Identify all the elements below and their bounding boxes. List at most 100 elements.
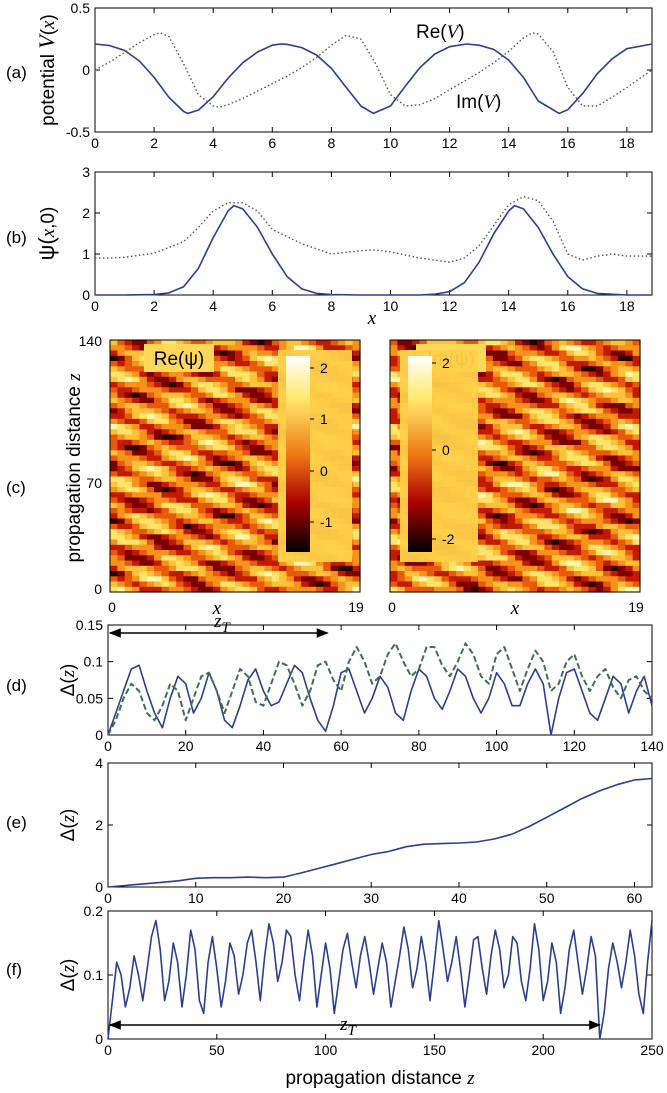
y-tick-label: 0 bbox=[94, 581, 102, 597]
colorbar-tick-label: 0 bbox=[320, 463, 328, 479]
series-line-b-0 bbox=[95, 204, 652, 296]
colorbar-gradient bbox=[286, 356, 310, 552]
y-tick-label: 0.1 bbox=[84, 967, 104, 983]
colorbar-tick-label: 1 bbox=[320, 411, 328, 427]
series-line-a-1 bbox=[94, 32, 653, 108]
y-tick-label: -0.5 bbox=[66, 124, 90, 140]
y-tick-label: 0.15 bbox=[76, 617, 103, 633]
panel-c: (c) propagation distance z 140 70 0 Re(ψ) 2 1 0 -… bbox=[6, 333, 644, 619]
y-tick-label: 0.2 bbox=[84, 903, 104, 919]
y-tick-label: 1 bbox=[82, 246, 90, 262]
x-tick-label: 4 bbox=[209, 135, 217, 151]
heatmap-title-box bbox=[144, 344, 214, 372]
x-tick-label: 14 bbox=[501, 135, 517, 151]
x-tick-label: 200 bbox=[532, 1042, 556, 1058]
x-tick-label: 0 bbox=[104, 738, 112, 754]
x-tick-label: 50 bbox=[539, 890, 555, 906]
y-tick-label: 0.05 bbox=[76, 690, 103, 706]
x-tick-label: 2 bbox=[150, 135, 158, 151]
x-tick-label: 30 bbox=[363, 890, 379, 906]
x-tick-label: 150 bbox=[423, 1042, 447, 1058]
heatmap-re: Re(ψ) 2 1 0 -1 bbox=[109, 339, 361, 593]
panel-label-a: (a) bbox=[6, 63, 27, 82]
heatmap-im: Im(ψ)20-2 bbox=[389, 339, 641, 593]
y-tick-label: 2 bbox=[95, 817, 103, 833]
x-tick-label: 0 bbox=[91, 135, 99, 151]
y-axis-label-d: Δ(z) bbox=[58, 664, 79, 697]
colorbar-tick-label: 0 bbox=[442, 442, 450, 458]
y-axis-label-a: potential V(x) bbox=[34, 14, 59, 126]
x-tick-label: 4 bbox=[209, 298, 217, 314]
series-line-f-0 bbox=[107, 919, 653, 1040]
series-line-b-1 bbox=[95, 195, 652, 263]
y-tick-label: 0 bbox=[82, 62, 90, 78]
plot-frame-d bbox=[107, 624, 653, 736]
heatmap-title: Re(ψ) bbox=[154, 349, 205, 370]
colorbar-tick-label: -2 bbox=[442, 531, 455, 547]
x-tick-label: 10 bbox=[383, 298, 399, 314]
plot-frame-f bbox=[107, 910, 653, 1040]
x-tick-label: 100 bbox=[485, 738, 509, 754]
x-axis-label-c: x bbox=[212, 598, 222, 619]
x-tick-label: 6 bbox=[268, 298, 276, 314]
panel-label-b: (b) bbox=[6, 228, 27, 247]
x-axis-label-b: x bbox=[367, 308, 377, 329]
x-tick-label: 100 bbox=[314, 1042, 338, 1058]
x-tick-label: 2 bbox=[150, 298, 158, 314]
x-axis-label-f: propagation distance z bbox=[285, 1068, 475, 1089]
y-tick-label: 140 bbox=[79, 333, 103, 349]
y-axis-label-f: Δ(z) bbox=[58, 959, 79, 992]
x-tick-label: 16 bbox=[560, 298, 576, 314]
x-tick-label: 140 bbox=[640, 738, 664, 754]
annotation-re-v: Re(V) bbox=[416, 22, 465, 43]
y-axis-label-e: Δ(z) bbox=[58, 809, 79, 842]
y-tick-label: 0 bbox=[95, 1031, 103, 1047]
series-line-a-0 bbox=[94, 43, 653, 115]
x-tick-label: 19 bbox=[348, 599, 364, 615]
y-tick-label: 2 bbox=[82, 205, 90, 221]
x-tick-label: 40 bbox=[256, 738, 272, 754]
x-tick-label: 60 bbox=[627, 890, 643, 906]
x-tick-label: 10 bbox=[188, 890, 204, 906]
heatmap-frame bbox=[389, 339, 641, 593]
x-tick-label: 8 bbox=[327, 298, 335, 314]
x-tick-label: 0 bbox=[104, 1042, 112, 1058]
y-tick-label: 0 bbox=[95, 727, 103, 743]
x-tick-label: 20 bbox=[276, 890, 292, 906]
x-tick-label: 0 bbox=[388, 599, 396, 615]
y-axis-label-b: ψ(x,0) bbox=[34, 207, 59, 261]
panel-label-f: (f) bbox=[6, 960, 22, 979]
series-line-e-0 bbox=[107, 777, 653, 888]
panel-label-c: (c) bbox=[6, 478, 26, 497]
x-tick-label: 10 bbox=[383, 135, 399, 151]
x-tick-label: 18 bbox=[619, 135, 635, 151]
x-tick-label: 14 bbox=[501, 298, 517, 314]
y-tick-label: 3 bbox=[82, 164, 90, 180]
x-tick-label: 12 bbox=[442, 135, 458, 151]
y-tick-label: 0.1 bbox=[84, 654, 104, 670]
x-tick-label: 0 bbox=[91, 298, 99, 314]
series-line-d-0 bbox=[107, 664, 653, 736]
heatmap-frame bbox=[109, 339, 361, 593]
panel-d: 0 20 40 60 80 100 120 140 0 0.05 0.1 0.15 (d) Δ(z) zT bbox=[6, 611, 664, 754]
x-tick-label: 18 bbox=[619, 298, 635, 314]
x-axis-label-c: x bbox=[510, 598, 520, 619]
panel-f: 0 50 100 150 200 250 0 0.1 0.2 (f) Δ(z) zT propagati… bbox=[6, 903, 664, 1089]
y-tick-label: 70 bbox=[86, 475, 102, 491]
x-tick-label: 6 bbox=[268, 135, 276, 151]
panel-a: 0 2 4 6 8 10 12 14 16 18-0.500.5(a) potential V(x)… bbox=[6, 0, 653, 151]
x-tick-label: 120 bbox=[563, 738, 587, 754]
series-line-d-1 bbox=[107, 642, 653, 736]
x-tick-label: 40 bbox=[451, 890, 467, 906]
plot-frame-e bbox=[107, 762, 653, 888]
y-axis-label-c: propagation distance z bbox=[64, 373, 85, 563]
x-tick-label: 8 bbox=[327, 135, 335, 151]
x-tick-label: 20 bbox=[178, 738, 194, 754]
y-tick-label: 0.5 bbox=[71, 0, 91, 16]
x-tick-label: 60 bbox=[333, 738, 349, 754]
colorbar-tick-label: -1 bbox=[320, 514, 333, 530]
panel-e: 0 10 20 30 40 50 60 0 2 4 (e) Δ(z) bbox=[6, 755, 653, 906]
panel-label-d: (d) bbox=[6, 676, 27, 695]
